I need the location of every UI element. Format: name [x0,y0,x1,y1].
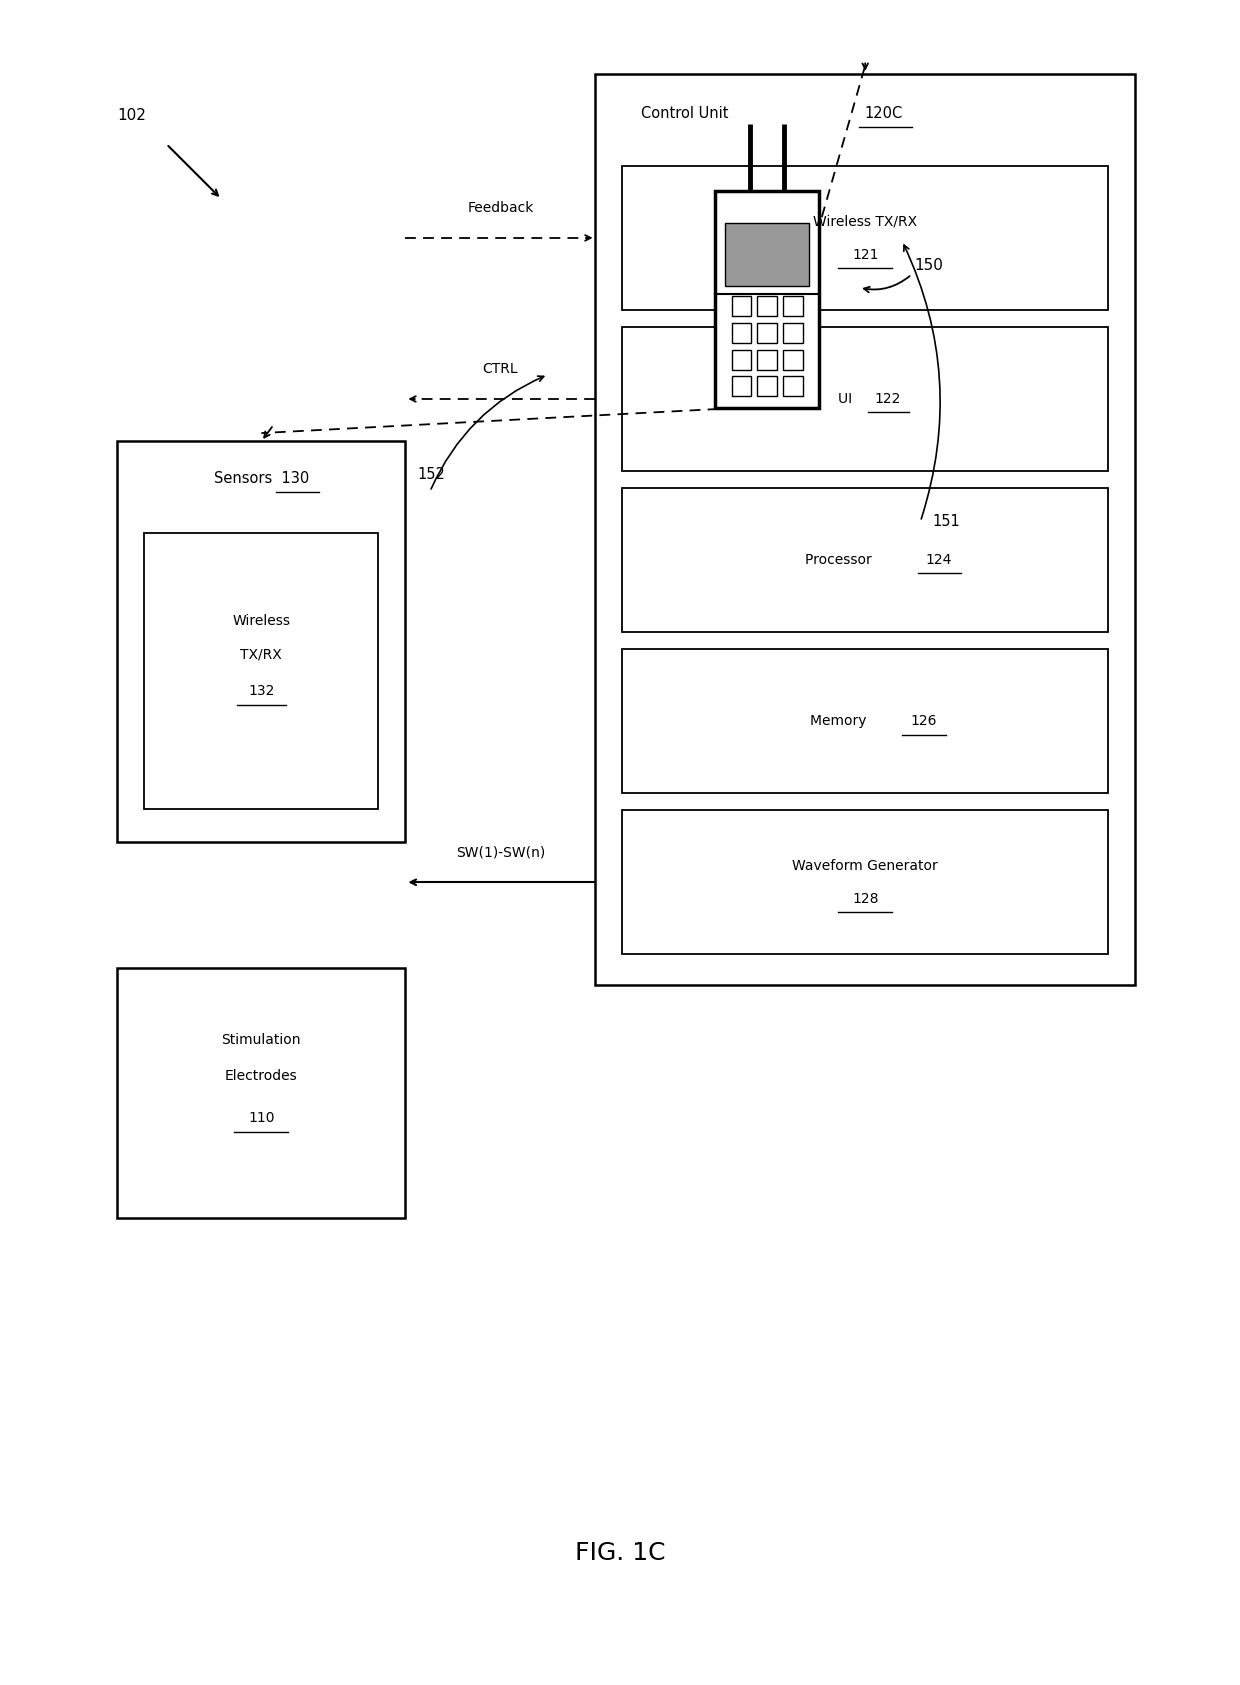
Text: Electrodes: Electrodes [224,1070,298,1083]
Text: Wireless TX/RX: Wireless TX/RX [813,214,918,227]
Text: CTRL: CTRL [482,362,518,376]
FancyBboxPatch shape [732,297,751,317]
FancyBboxPatch shape [622,327,1109,472]
FancyBboxPatch shape [715,190,820,408]
Text: 121: 121 [852,248,878,261]
Text: 152: 152 [418,467,445,482]
Text: 122: 122 [874,393,900,406]
FancyBboxPatch shape [784,297,802,317]
FancyBboxPatch shape [732,349,751,369]
Text: 110: 110 [248,1110,274,1126]
FancyBboxPatch shape [758,376,777,396]
Text: 126: 126 [911,714,937,728]
FancyBboxPatch shape [784,324,802,342]
FancyBboxPatch shape [784,376,802,396]
FancyBboxPatch shape [758,324,777,342]
FancyBboxPatch shape [622,489,1109,632]
Text: Stimulation: Stimulation [222,1033,301,1046]
Text: Waveform Generator: Waveform Generator [792,859,939,873]
FancyBboxPatch shape [622,649,1109,794]
FancyBboxPatch shape [118,441,405,842]
Text: 132: 132 [248,684,274,698]
Text: Processor: Processor [805,553,877,568]
FancyBboxPatch shape [622,165,1109,310]
Text: 102: 102 [118,108,146,123]
Text: FIG. 1C: FIG. 1C [575,1540,665,1565]
Text: SW(1)-SW(n): SW(1)-SW(n) [456,846,546,859]
FancyBboxPatch shape [758,349,777,369]
FancyBboxPatch shape [595,74,1135,984]
Text: 124: 124 [925,553,952,568]
Text: 128: 128 [852,891,878,907]
Text: UI: UI [837,393,856,406]
Text: Wireless: Wireless [232,613,290,629]
FancyBboxPatch shape [725,222,810,286]
Text: Control Unit: Control Unit [641,106,734,121]
FancyBboxPatch shape [118,967,405,1218]
FancyBboxPatch shape [784,349,802,369]
Text: Memory: Memory [810,714,872,728]
FancyBboxPatch shape [732,376,751,396]
FancyBboxPatch shape [622,810,1109,954]
Text: 151: 151 [932,514,961,529]
FancyBboxPatch shape [144,534,378,809]
FancyBboxPatch shape [732,324,751,342]
FancyBboxPatch shape [758,297,777,317]
Text: Feedback: Feedback [467,201,533,214]
Text: Sensors  130: Sensors 130 [213,470,309,485]
Text: 120C: 120C [864,106,903,121]
Text: 150: 150 [914,258,944,273]
Text: TX/RX: TX/RX [241,647,283,662]
